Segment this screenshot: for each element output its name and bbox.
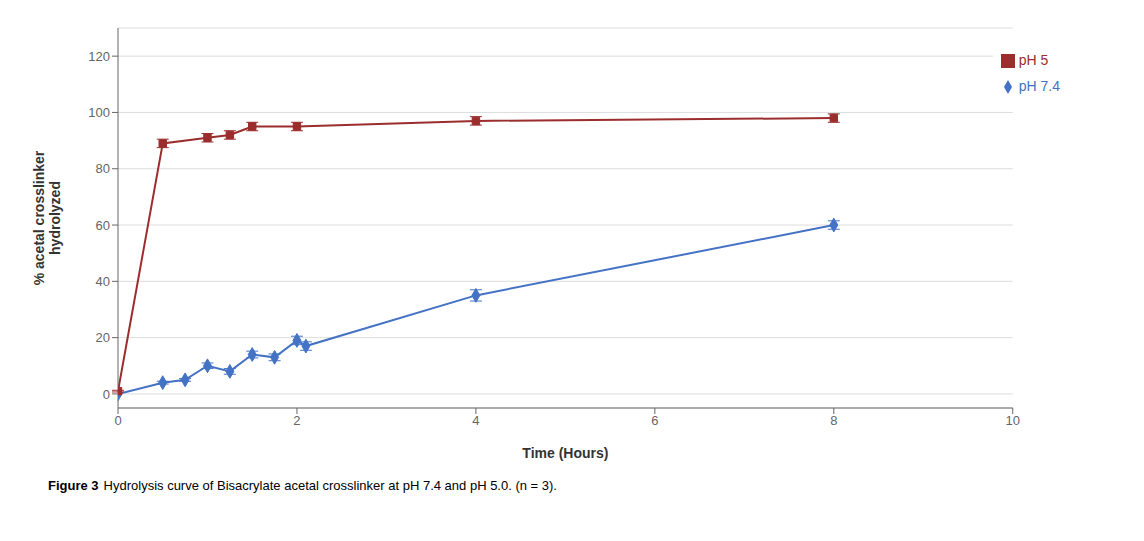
html-text:pH 5: pH 5	[1018, 52, 1049, 68]
svg-text:6: 6	[651, 413, 658, 428]
svg-text:0: 0	[114, 413, 121, 428]
svg-text:4: 4	[472, 413, 479, 428]
svg-text:120: 120	[88, 49, 110, 64]
svg-text:60: 60	[96, 218, 110, 233]
svg-text:100: 100	[88, 105, 110, 120]
svg-text:10: 10	[1006, 413, 1020, 428]
svg-text:20: 20	[96, 330, 110, 345]
html-text:pH 7.4: pH 7.4	[1018, 78, 1060, 94]
html-text:Figure 3 Hydrolysis curve of B: Figure 3 Hydrolysis curve of Bisacrylate…	[48, 478, 557, 493]
svg-text:0: 0	[103, 387, 110, 402]
svg-text:2: 2	[293, 413, 300, 428]
svg-text:% acetal crosslinkerhydrolyzed: % acetal crosslinkerhydrolyzed	[31, 150, 63, 285]
svg-text:80: 80	[96, 161, 110, 176]
svg-text:40: 40	[96, 274, 110, 289]
svg-text:8: 8	[830, 413, 837, 428]
svg-text:Time (Hours): Time (Hours)	[522, 445, 608, 461]
